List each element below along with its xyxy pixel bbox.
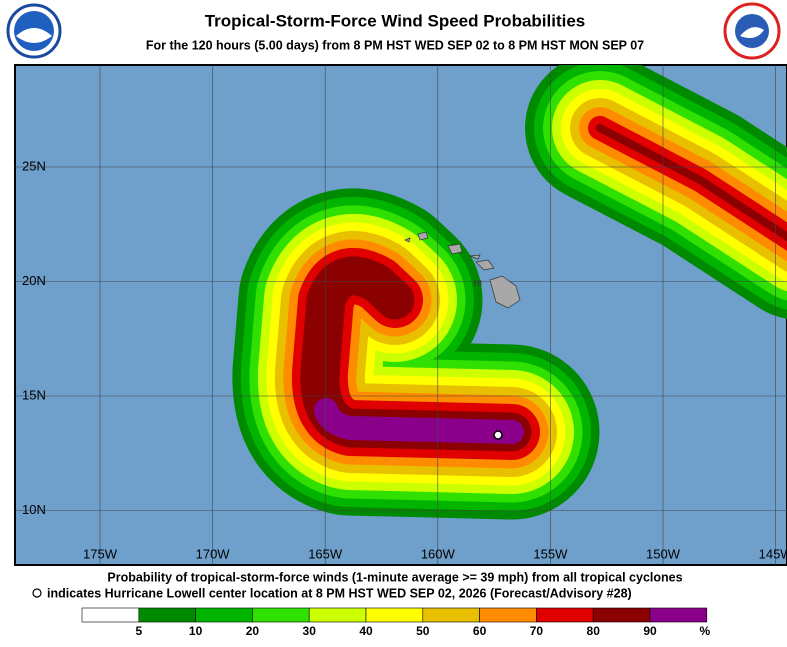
legend-label: 10 [189, 624, 203, 638]
legend-swatch [536, 607, 594, 623]
footer-line2: indicates Hurricane Lowell center locati… [47, 586, 632, 600]
legend-swatch [195, 607, 253, 623]
legend-swatch [81, 607, 140, 623]
legend-label: 40 [359, 624, 373, 638]
legend-label: 70 [530, 624, 544, 638]
legend-swatch [649, 607, 708, 623]
noaa-logo [6, 3, 62, 59]
legend-unit: % [699, 624, 710, 638]
legend-swatch [592, 607, 651, 623]
lat-label: 10N [22, 502, 46, 517]
band [596, 124, 787, 242]
legend-label: 20 [246, 624, 260, 638]
lon-label: 175W [83, 546, 118, 561]
subtitle: For the 120 hours (5.00 days) from 8 PM … [146, 38, 644, 52]
lon-label: 145W [759, 546, 787, 561]
legend-label: 90 [643, 624, 657, 638]
legend-swatch [479, 607, 537, 623]
graticule [15, 65, 787, 565]
lon-label: 150W [646, 546, 681, 561]
band [314, 398, 524, 444]
lat-label: 15N [22, 387, 46, 402]
lon-label: 160W [421, 546, 456, 561]
legend-label: 60 [473, 624, 487, 638]
lon-label: 165W [308, 546, 343, 561]
legend-swatch [308, 607, 367, 623]
legend-swatch [365, 607, 424, 623]
probability-bands [232, 65, 787, 520]
legend-label: 5 [135, 624, 142, 638]
nws-logo [723, 2, 781, 60]
lat-label: 20N [22, 273, 46, 288]
title: Tropical-Storm-Force Wind Speed Probabil… [205, 11, 586, 30]
islands [404, 231, 521, 309]
island-label: HI [474, 279, 482, 288]
lat-label: 25N [22, 158, 46, 173]
legend-swatch [252, 607, 310, 623]
legend-label: 30 [303, 624, 317, 638]
lon-label: 170W [196, 546, 231, 561]
legend-label: 80 [587, 624, 601, 638]
legend-swatch [422, 607, 480, 623]
legend-label: 50 [416, 624, 430, 638]
axis-labels: 175W 170W 165W 160W 155W 150W 145W 25N 20N 15N 10N [22, 158, 787, 561]
storm-center [493, 430, 503, 440]
legend: 5 10 20 30 40 50 60 70 80 90% [81, 607, 710, 638]
legend-swatch [138, 607, 196, 623]
footer-line1: Probability of tropical-storm-force wind… [107, 570, 682, 584]
center-symbol [32, 588, 42, 598]
lon-label: 155W [533, 546, 568, 561]
